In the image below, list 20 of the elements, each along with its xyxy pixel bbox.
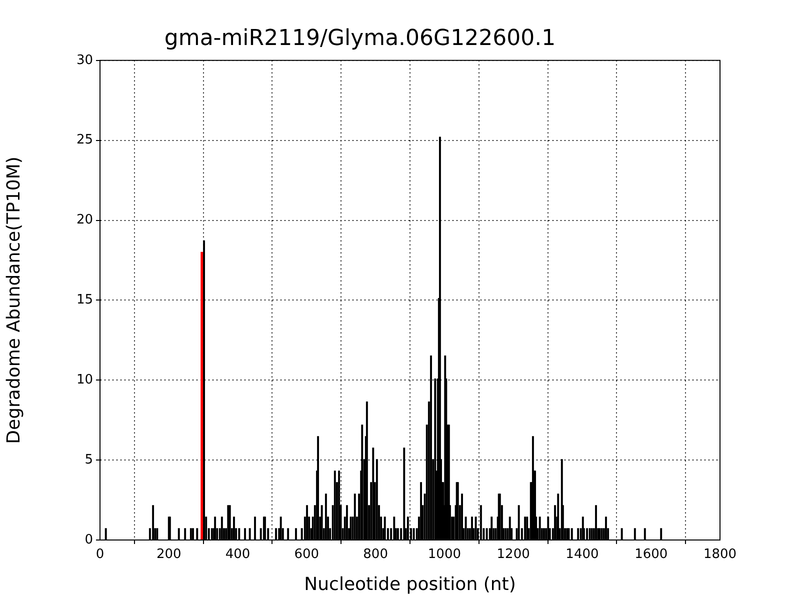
y-tick-label: 5 <box>84 452 93 468</box>
y-tick-label: 15 <box>76 292 93 308</box>
x-axis-title: Nucleotide position (nt) <box>304 574 516 595</box>
y-axis-title: Degradome Abundance(TP10M) <box>3 156 24 444</box>
x-tick-label: 1800 <box>703 547 737 562</box>
x-tick-label: 1400 <box>566 547 599 562</box>
x-tick-label: 200 <box>156 547 182 562</box>
y-tick-label: 20 <box>76 212 93 228</box>
x-tick-label: 1600 <box>634 547 668 562</box>
x-tick-label: 0 <box>96 547 104 562</box>
y-tick-label: 10 <box>76 372 93 388</box>
x-tick-label: 400 <box>225 547 250 562</box>
y-tick-label: 25 <box>76 132 93 148</box>
y-tick-label: 30 <box>76 52 93 68</box>
x-tick-label: 1000 <box>428 547 461 562</box>
x-tick-label: 800 <box>363 547 388 562</box>
chart-title: gma-miR2119/Glyma.06G122600.1 <box>164 26 556 51</box>
x-tick-label: 1200 <box>496 547 530 562</box>
y-tick-label: 0 <box>84 532 93 548</box>
x-tick-label: 600 <box>294 547 320 562</box>
